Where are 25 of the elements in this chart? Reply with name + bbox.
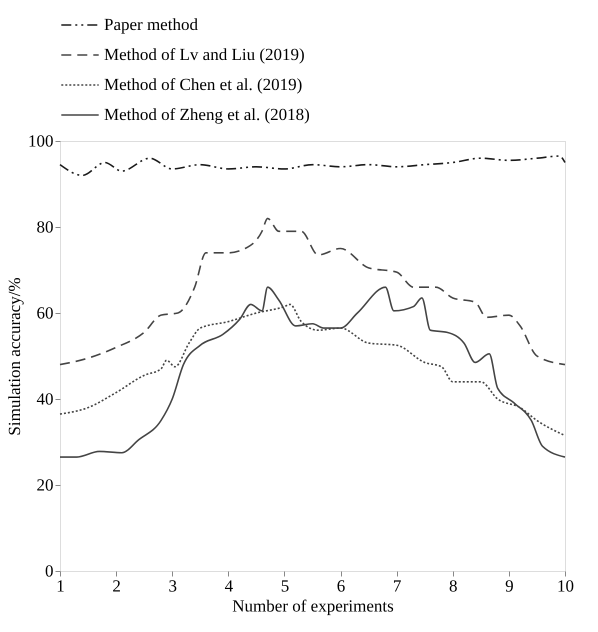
y-tick-label: 0	[45, 562, 54, 580]
legend-label: Paper method	[104, 15, 198, 34]
x-tick-label: 3	[168, 576, 177, 596]
legend-label: Method of Lv and Liu (2019)	[104, 45, 305, 64]
x-tick-label: 2	[112, 576, 121, 596]
x-tick-label: 1	[56, 576, 65, 596]
y-axis-title: Simulation accuracy/%	[5, 277, 24, 436]
x-tick-label: 10	[557, 576, 574, 596]
line-series	[59, 155, 566, 176]
x-tick-label: 8	[449, 576, 458, 596]
x-axis-title: Number of experiments	[232, 596, 394, 616]
y-tick-label: 20	[36, 476, 54, 494]
x-tick-label: 6	[336, 576, 346, 596]
legend-label: Method of Chen et al. (2019)	[104, 75, 302, 94]
x-tick-label: 5	[280, 576, 290, 596]
y-tick-label: 80	[36, 218, 54, 236]
line-series	[59, 218, 566, 366]
legend-label: Method of Zheng et al. (2018)	[104, 105, 310, 124]
x-tick-label: 9	[505, 576, 514, 596]
x-tick-label: 7	[392, 576, 402, 596]
y-tick-label: 40	[36, 390, 54, 408]
line-series	[59, 286, 566, 458]
y-tick-label: 60	[36, 304, 54, 322]
x-tick-label: 4	[224, 576, 234, 596]
y-tick-label: 100	[28, 132, 54, 150]
